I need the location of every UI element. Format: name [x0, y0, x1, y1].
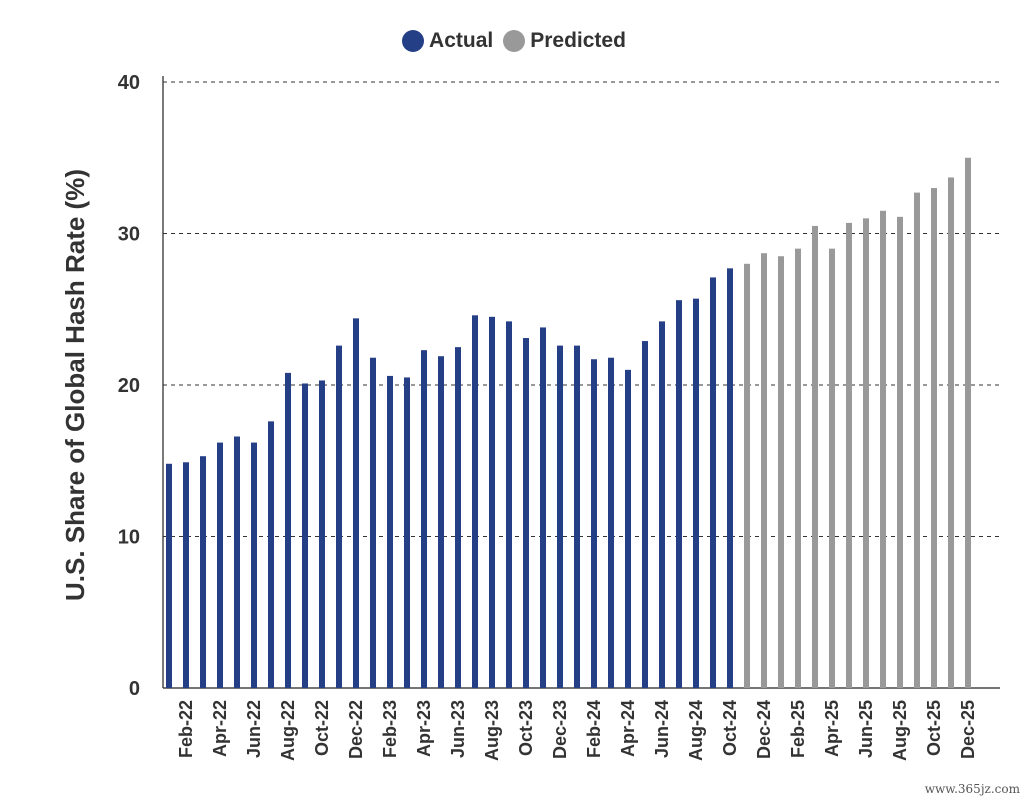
- bar: [574, 345, 580, 688]
- bar: [353, 318, 359, 688]
- bar: [642, 341, 648, 688]
- bar: [404, 377, 410, 688]
- bar: [455, 347, 461, 688]
- x-tick-label: Jun-25: [856, 700, 876, 758]
- bar: [608, 357, 614, 688]
- bar: [540, 327, 546, 688]
- bar: [625, 369, 631, 688]
- y-tick-label: 30: [118, 224, 140, 246]
- bar: [863, 218, 869, 688]
- x-tick-label: Apr-24: [618, 700, 638, 757]
- legend-item-predicted: Predicted: [503, 29, 626, 53]
- x-tick-label: Aug-25: [890, 700, 910, 761]
- legend-item-actual: Actual: [402, 29, 493, 53]
- watermark: www.365jz.com: [924, 782, 1020, 796]
- bar: [251, 442, 257, 688]
- x-tick-label: Dec-23: [550, 700, 570, 759]
- bar: [948, 177, 954, 688]
- x-tick-label: Dec-22: [346, 700, 366, 759]
- bar: [761, 253, 767, 688]
- x-tick-label: Oct-24: [720, 700, 740, 756]
- bar: [336, 345, 342, 688]
- bar: [914, 192, 920, 688]
- bar: [234, 436, 240, 688]
- y-axis-title: U.S. Share of Global Hash Rate (%): [60, 169, 90, 601]
- bar: [438, 356, 444, 688]
- bar: [710, 277, 716, 688]
- bar: [778, 256, 784, 688]
- x-tick-label: Feb-25: [788, 700, 808, 758]
- x-tick-label: Jun-22: [244, 700, 264, 758]
- x-tick-label: Jun-23: [448, 700, 468, 758]
- bar: [965, 157, 971, 688]
- bar: [319, 380, 325, 688]
- bar: [591, 359, 597, 688]
- x-tick-label: Feb-24: [584, 700, 604, 758]
- chart-legend: Actual Predicted: [0, 26, 1028, 56]
- bar: [659, 321, 665, 688]
- legend-label-actual: Actual: [429, 29, 494, 52]
- x-tick-label: Oct-23: [516, 700, 536, 756]
- x-tick-label: Feb-22: [176, 700, 196, 758]
- bar: [557, 345, 563, 688]
- x-tick-label: Apr-22: [210, 700, 230, 757]
- bar: [846, 222, 852, 688]
- x-tick-label: Oct-25: [924, 700, 944, 756]
- bar: [489, 316, 495, 688]
- legend-label-predicted: Predicted: [530, 29, 626, 52]
- bar: [727, 268, 733, 688]
- bar: [931, 188, 937, 689]
- bar: [676, 300, 682, 688]
- bar: [421, 350, 427, 688]
- bar: [472, 315, 478, 688]
- bar: [693, 298, 699, 688]
- x-tick-label: Apr-23: [414, 700, 434, 757]
- bar: [812, 225, 818, 689]
- y-tick-label: 0: [129, 678, 140, 700]
- x-tick-label: Aug-24: [686, 700, 706, 761]
- bar: [506, 321, 512, 688]
- legend-swatch-actual: [402, 30, 425, 52]
- bar: [523, 338, 529, 688]
- bar: [183, 462, 189, 688]
- bar: [285, 372, 291, 688]
- bar: [268, 421, 274, 688]
- legend-swatch-predicted: [503, 30, 526, 52]
- x-tick-label: Oct-22: [312, 700, 332, 756]
- y-tick-label: 10: [118, 527, 140, 549]
- bar: [302, 383, 308, 688]
- bar: [744, 263, 750, 688]
- x-tick-label: Apr-25: [822, 700, 842, 757]
- bar: [795, 248, 801, 688]
- bar: [217, 442, 223, 688]
- x-tick-label: Aug-23: [482, 700, 502, 761]
- x-tick-label: Aug-22: [278, 700, 298, 761]
- bar: [829, 248, 835, 688]
- x-tick-label: Jun-24: [652, 700, 672, 758]
- bar: [370, 357, 376, 688]
- x-tick-label: Dec-24: [754, 700, 774, 759]
- bar: [897, 216, 903, 688]
- bar: [880, 210, 886, 688]
- bar: [200, 456, 206, 688]
- x-tick-label: Feb-23: [380, 700, 400, 758]
- y-tick-label: 40: [118, 72, 140, 94]
- x-tick-label: Dec-25: [958, 700, 978, 759]
- y-tick-label: 20: [118, 375, 140, 397]
- bar: [387, 375, 393, 688]
- bar: [166, 463, 172, 688]
